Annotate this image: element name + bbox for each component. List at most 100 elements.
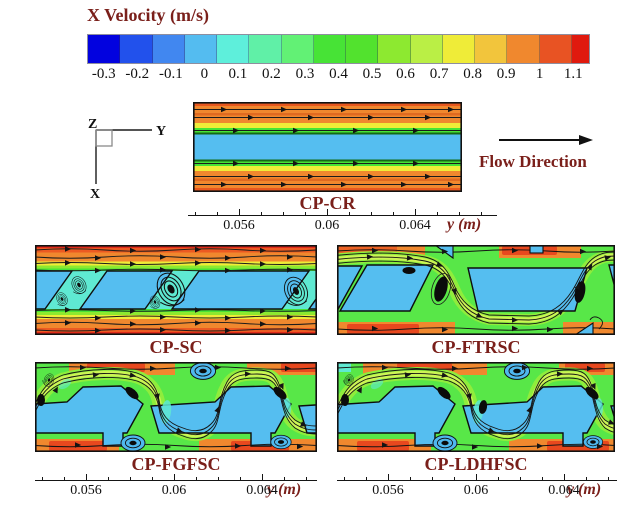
colorbar: [87, 34, 590, 64]
minor-tick: [344, 477, 346, 481]
coordinate-triad: Z Y X: [88, 117, 166, 202]
axis-tick-label: 0.06: [314, 218, 340, 233]
minor-tick: [64, 477, 66, 481]
colorbar-tick-label: 0.4: [329, 66, 348, 82]
minor-tick: [454, 477, 456, 481]
colorbar-swatch: [281, 35, 314, 63]
triad-z-label: Z: [88, 117, 97, 132]
major-tick: [476, 474, 478, 481]
colorbar-swatch: [217, 35, 250, 63]
colorbar-swatch: [571, 35, 589, 63]
colorbar-swatch: [120, 35, 153, 63]
major-tick: [564, 474, 566, 481]
major-tick: [262, 474, 264, 481]
cp-fgfsc-contour-plot: [35, 362, 317, 452]
colorbar-swatch: [152, 35, 185, 63]
panel-label-cp-sc: CP-SC: [149, 337, 203, 357]
minor-tick: [393, 212, 395, 216]
minor-tick: [217, 212, 219, 216]
minor-tick: [42, 477, 44, 481]
colorbar-tick-label: 0.3: [295, 66, 315, 82]
minor-tick: [218, 477, 220, 481]
minor-tick: [371, 212, 373, 216]
cp-ftrsc-contour-plot: [337, 245, 615, 335]
colorbar-tick-label: 0.8: [463, 66, 482, 82]
minor-tick: [305, 212, 307, 216]
minor-tick: [437, 212, 439, 216]
cp-ldhfsc-contour-plot: [337, 362, 615, 452]
fin-shapes: [337, 385, 615, 447]
axis-tick-label: 0.064: [246, 483, 278, 498]
colorbar-swatch: [313, 35, 346, 63]
x-axis-cp-ldhfsc: y (m) 0.056 0.06 0.064: [337, 473, 617, 507]
axis-tick-label: 0.064: [399, 218, 431, 233]
streamlines: [337, 249, 615, 331]
axis-unit-label: y (m): [267, 481, 302, 498]
minor-tick: [284, 477, 286, 481]
minor-tick: [349, 212, 351, 216]
minor-tick: [608, 477, 610, 481]
minor-tick: [459, 212, 461, 216]
minor-tick: [152, 477, 154, 481]
minor-tick: [481, 212, 483, 216]
axis-line: [188, 215, 497, 216]
minor-tick: [586, 477, 588, 481]
axis-unit-label: y (m): [567, 481, 602, 498]
minor-tick: [240, 477, 242, 481]
colorbar-tick-label: 0: [200, 66, 209, 82]
colorbar-swatch: [507, 35, 540, 63]
panel-label-cp-fgfsc: CP-FGFSC: [131, 454, 221, 474]
panel-label-cp-ftrsc: CP-FTRSC: [431, 337, 521, 357]
colorbar-tick-label: 0.5: [362, 66, 382, 82]
colorbar-swatch: [184, 35, 217, 63]
minor-tick: [283, 212, 285, 216]
colorbar-swatch: [378, 35, 411, 63]
minor-tick: [498, 477, 500, 481]
colorbar-swatch: [539, 35, 572, 63]
colorbar-swatch: [249, 35, 282, 63]
fin-shapes: [337, 264, 615, 312]
colorbar-tick-label: -0.3: [91, 66, 116, 82]
x-axis-cp-cr: y (m) 0.056 0.06 0.064: [188, 208, 497, 242]
x-axis-cp-fgfsc: y (m) 0.056 0.06 0.064: [35, 473, 317, 507]
fin-shapes: [35, 270, 317, 310]
axis-tick-label: 0.056: [70, 483, 102, 498]
colorbar-swatch: [346, 35, 379, 63]
panel-label-cp-ldhfsc: CP-LDHFSC: [424, 454, 528, 474]
minor-tick: [366, 477, 368, 481]
colorbar-swatch: [442, 35, 475, 63]
minor-tick: [410, 477, 412, 481]
minor-tick: [261, 212, 263, 216]
major-tick: [327, 209, 329, 216]
major-tick: [239, 209, 241, 216]
triad-y-label: Y: [156, 124, 166, 139]
colorbar-tick-labels: -0.3 -0.2 -0.1 0 0.1 0.2 0.3 0.4 0.5 0.6 0.7 0.8 0.9…: [87, 66, 590, 83]
triad-x-label: X: [90, 187, 100, 202]
colorbar-swatch: [475, 35, 508, 63]
colorbar-tick-label: 0.7: [429, 66, 449, 82]
colorbar-tick-label: 0.2: [262, 66, 281, 82]
minor-tick: [130, 477, 132, 481]
axis-line: [35, 480, 317, 481]
triad-axes-lines: [95, 129, 152, 184]
minor-tick: [196, 477, 198, 481]
triad-origin-square: [95, 129, 113, 147]
colorbar-title: X Velocity (m/s): [87, 5, 209, 25]
colorbar-tick-label: 1.1: [563, 66, 583, 82]
colorbar-tick-label: 0.9: [496, 66, 516, 82]
colorbar-tick-label: -0.1: [158, 66, 183, 82]
colorbar-tick-label: -0.2: [125, 66, 150, 82]
minor-tick: [432, 477, 434, 481]
major-tick: [174, 474, 176, 481]
axis-tick-label: 0.056: [223, 218, 255, 233]
vortex-cores: [37, 386, 287, 406]
axis-unit-label: y (m): [447, 216, 482, 233]
colorbar-swatch: [410, 35, 443, 63]
axis-tick-label: 0.06: [463, 483, 489, 498]
axis-tick-label: 0.056: [372, 483, 404, 498]
minor-tick: [306, 477, 308, 481]
axis-tick-label: 0.064: [548, 483, 580, 498]
minor-tick: [195, 212, 197, 216]
minor-tick: [542, 477, 544, 481]
